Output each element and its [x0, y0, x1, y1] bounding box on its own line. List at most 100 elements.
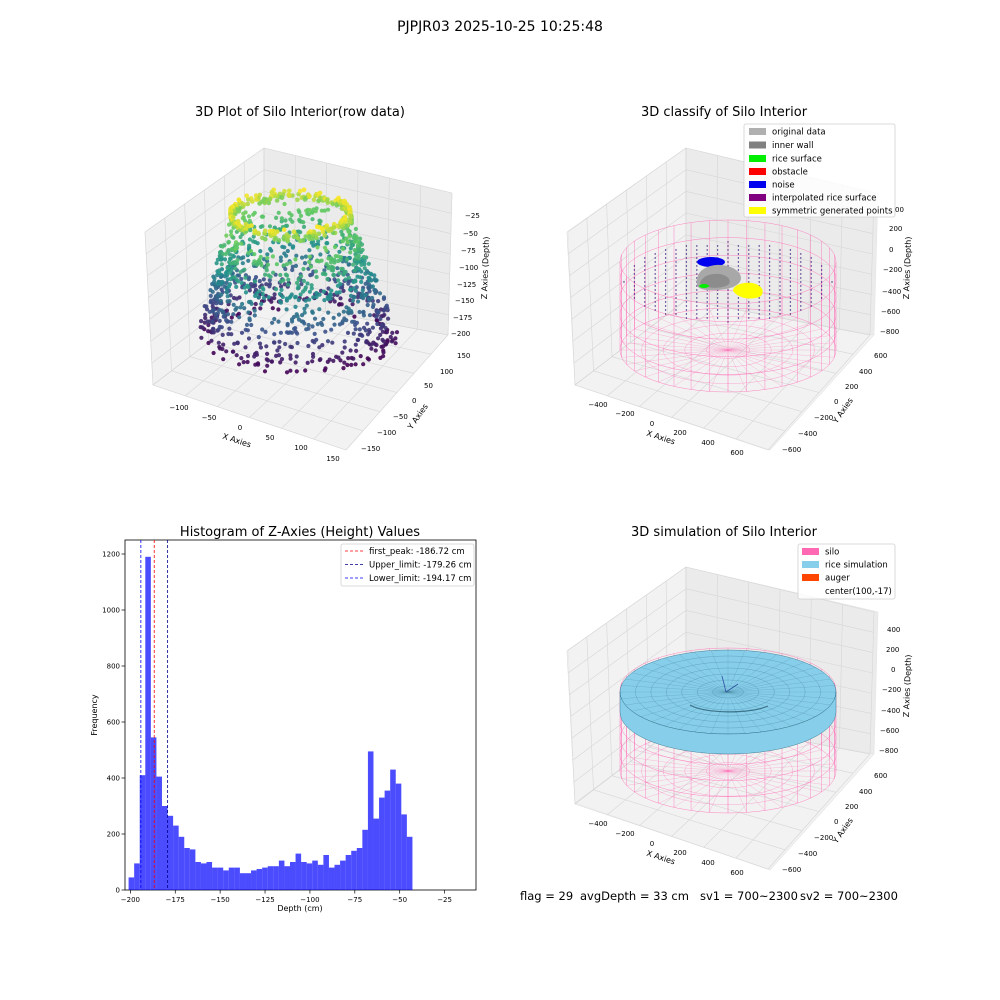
- interpolated-point: [644, 281, 646, 283]
- scatter-point: [284, 307, 289, 312]
- interpolated-point: [716, 313, 719, 315]
- histogram-bar: [379, 797, 385, 890]
- histogram-ytick-label: 400: [107, 775, 120, 783]
- scatter-point: [379, 322, 384, 328]
- scatter-point: [355, 239, 361, 244]
- histogram-ytick-label: 1000: [102, 607, 120, 615]
- scatter-point: [282, 282, 287, 287]
- scatter-point: [308, 264, 314, 269]
- scatter-point: [325, 339, 331, 344]
- interpolated-point: [800, 269, 802, 271]
- interpolated-point: [737, 265, 740, 267]
- interpolated-point: [789, 265, 792, 267]
- scatter-point: [252, 279, 258, 284]
- grid-line: [869, 611, 875, 755]
- scatter-point: [276, 319, 281, 324]
- histogram-bar: [345, 855, 352, 890]
- panel-raw-xtick: 0: [238, 424, 242, 432]
- panel-raw-ylabel: Y Axies: [405, 402, 430, 432]
- scatter-point: [225, 294, 230, 299]
- scatter-point: [239, 356, 244, 361]
- interpolated-point: [800, 265, 802, 267]
- silo-floor-spoke: [626, 756, 729, 772]
- interpolated-point: [727, 289, 729, 291]
- interpolated-point: [716, 293, 719, 295]
- interpolated-point: [789, 293, 792, 295]
- scatter-point: [302, 261, 308, 266]
- panel-sim-zlabel: Z Axies (Depth): [902, 654, 913, 717]
- scatter-point: [301, 220, 306, 225]
- legend-swatch: [749, 207, 766, 214]
- scatter-point: [261, 295, 267, 301]
- scatter-point: [314, 224, 320, 229]
- interpolated-point: [789, 309, 792, 311]
- scatter-point: [317, 307, 322, 312]
- interpolated-point: [810, 261, 812, 263]
- histogram-bar: [356, 848, 363, 890]
- scatter-point: [381, 350, 386, 355]
- scatter-point: [320, 343, 325, 348]
- interpolated-point: [654, 301, 656, 303]
- interpolated-point: [644, 277, 646, 279]
- rice-surface-spoke: [727, 650, 746, 693]
- histogram-bar: [367, 751, 374, 890]
- interpolated-point: [675, 313, 677, 315]
- scatter-point: [259, 214, 265, 219]
- scatter-point: [257, 341, 263, 346]
- interpolated-point: [810, 265, 812, 267]
- scatter-point: [206, 329, 211, 334]
- histogram-bar: [134, 863, 140, 890]
- scatter-point: [341, 288, 346, 293]
- scatter-point: [322, 208, 327, 213]
- sv2-text: sv2 = 700~2300: [800, 889, 898, 903]
- scatter-point: [301, 266, 306, 272]
- scatter-point: [233, 246, 238, 251]
- panel-classify-ztick: 200: [889, 225, 902, 233]
- scatter-point: [241, 360, 246, 365]
- interpolated-point: [706, 297, 708, 299]
- scatter-point: [310, 351, 316, 357]
- scatter-point: [230, 349, 235, 354]
- legend-label: inner wall: [772, 141, 813, 151]
- interpolated-point: [644, 269, 646, 271]
- interpolated-point: [654, 261, 656, 263]
- scatter-point: [277, 345, 282, 350]
- silo-floor-spoke: [626, 349, 729, 365]
- interpolated-point: [789, 297, 792, 299]
- scatter-point: [381, 354, 386, 359]
- rice-surface-spoke: [694, 691, 729, 733]
- interpolated-point: [675, 297, 677, 299]
- legend-entry: rice surface: [749, 155, 822, 165]
- legend-swatch: [749, 181, 766, 188]
- scatter-point: [296, 317, 302, 322]
- interpolated-point: [706, 253, 708, 255]
- interpolated-point: [768, 273, 771, 275]
- panel-raw-xtick: 100: [294, 444, 307, 452]
- scatter-point: [219, 308, 224, 313]
- scatter-point: [265, 358, 271, 363]
- silo-floor-spoke: [727, 763, 835, 772]
- panel-sim-ytick: −600: [782, 866, 801, 874]
- panel-classify-ztick: 0: [889, 246, 893, 254]
- scatter-point: [370, 325, 375, 330]
- interpolated-point: [727, 313, 729, 315]
- panel-classify-yticks: 600 400 200 0 −200 −400 −600: [782, 352, 887, 454]
- legend-label: symmetric generated points: [772, 207, 893, 217]
- scatter-point: [295, 280, 300, 285]
- scatter-point: [216, 271, 222, 276]
- scatter-point: [219, 292, 224, 297]
- scatter-point: [298, 213, 304, 218]
- scatter-point: [312, 316, 318, 321]
- silo-floor-spoke: [645, 770, 729, 799]
- interpolated-point: [664, 265, 667, 267]
- scatter-point: [227, 326, 232, 331]
- scatter-point: [376, 309, 381, 314]
- scatter-point: [307, 234, 312, 239]
- scatter-point: [283, 218, 288, 223]
- silo-floor-spoke: [621, 342, 729, 351]
- scatter-point: [363, 328, 368, 333]
- scatter-point: [288, 217, 293, 222]
- status-footer: flag = 29 avgDepth = 33 cm sv1 = 700~230…: [520, 889, 898, 903]
- scatter-point: [384, 330, 389, 335]
- interpolated-point: [706, 249, 708, 251]
